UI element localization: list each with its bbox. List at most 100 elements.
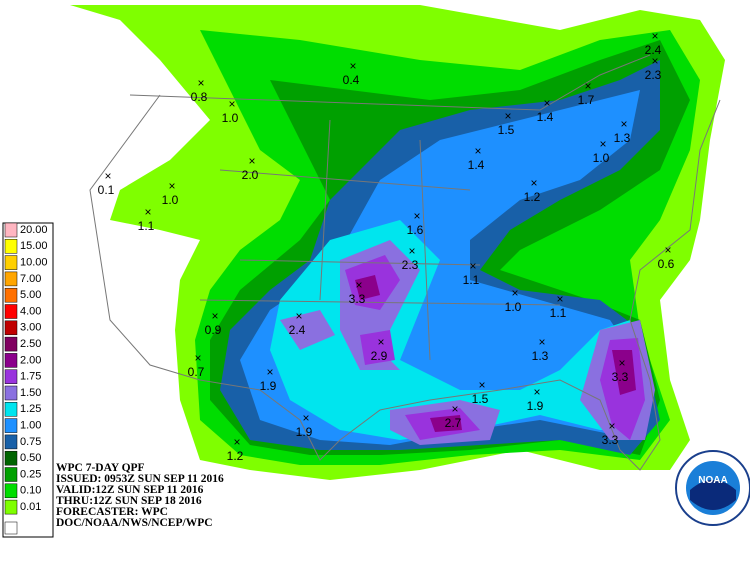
legend-swatch [4,369,18,384]
max-marker: × [451,402,458,416]
max-label: 0.9 [205,323,222,337]
logo-text: NOAA [698,475,727,486]
max-label: 1.0 [593,151,610,165]
max-label: 1.1 [463,273,480,287]
legend-swatch [4,385,18,401]
legend-swatch [4,483,18,499]
max-marker: × [478,378,485,392]
max-label: 1.4 [537,110,554,124]
legend-swatch [4,499,18,515]
legend-label: 2.50 [20,338,41,350]
max-marker: × [194,351,201,365]
max-label: 1.2 [227,449,244,463]
max-label: 1.1 [550,306,567,320]
max-marker: × [413,209,420,223]
max-label: 0.8 [191,90,208,104]
max-marker: × [664,243,671,257]
max-label: 0.7 [188,365,205,379]
legend-label: 5.00 [20,289,41,301]
max-label: 3.3 [612,370,629,384]
max-marker: × [504,109,511,123]
legend: 20.00 15.00 10.00 7.00 5.00 4.00 3.00 2.50 2.00 1… [2,222,54,538]
borders [89,54,721,471]
info-line: VALID:12Z SUN SEP 11 2016 [56,484,204,496]
max-marker: × [302,411,309,425]
maxima: ×0.4×2.4×2.3×0.8 ×1.0×1.7×1.4×1.5 ×1.3×1.0… [98,29,675,463]
max-label: 1.5 [472,392,489,406]
legend-swatch [4,255,18,270]
max-marker: × [349,59,356,73]
legend-label: 0.25 [20,468,41,480]
max-label: 1.3 [532,349,549,363]
legend-label: 4.00 [20,305,41,317]
max-marker: × [104,169,111,183]
max-label: 2.0 [242,168,259,182]
info-line: DOC/NOAA/NWS/NCEP/WPC [56,517,213,529]
legend-swatch [4,418,18,433]
legend-label: 1.75 [20,371,41,383]
max-label: 2.4 [645,43,662,57]
legend-swatch [4,304,18,319]
legend-swatch [4,467,18,482]
legend-swatch [4,320,18,336]
max-label: 1.0 [162,193,179,207]
max-marker: × [248,154,255,168]
max-marker: × [144,205,151,219]
max-label: 1.0 [222,111,239,125]
info-line: ISSUED: 0953Z SUN SEP 11 2016 [56,473,224,485]
legend-label: 0.01 [20,501,41,513]
max-marker: × [266,365,273,379]
max-label: 2.3 [645,68,662,82]
max-marker: × [233,435,240,449]
legend-swatch [4,222,18,238]
max-marker: × [474,144,481,158]
max-marker: × [620,117,627,131]
max-marker: × [530,176,537,190]
max-label: 0.4 [343,73,360,87]
max-label: 1.9 [296,425,313,439]
max-label: 1.2 [524,190,541,204]
legend-label: 1.00 [20,420,41,432]
noaa-logo: NOAA [675,450,750,526]
legend-label: 20.00 [20,224,48,236]
max-marker: × [295,309,302,323]
max-marker: × [197,76,204,90]
max-label: 3.3 [349,292,366,306]
legend-label: 0.75 [20,436,41,448]
legend-swatch [4,287,18,303]
max-marker: × [211,309,218,323]
max-marker: × [608,419,615,433]
legend-swatch [4,271,18,287]
legend-swatch [4,336,18,352]
info-line: WPC 7-DAY QPF [56,462,145,474]
max-label: 3.3 [602,433,619,447]
legend-swatch [4,353,18,368]
legend-swatch [4,239,18,254]
legend-swatch [4,402,18,417]
max-marker: × [651,54,658,68]
max-marker: × [651,29,658,43]
legend-swatch [4,450,18,466]
max-label: 1.6 [407,223,424,237]
max-marker: × [168,179,175,193]
max-marker: × [543,96,550,110]
precip-shading [70,5,725,480]
legend-swatch-blank [4,521,18,535]
legend-label: 0.10 [20,485,41,497]
info-line: FORECASTER: WPC [56,506,168,518]
legend-label: 15.00 [20,240,48,252]
max-marker: × [511,286,518,300]
max-marker: × [469,259,476,273]
max-marker: × [556,292,563,306]
max-label: 1.4 [468,158,485,172]
max-label: 1.9 [260,379,277,393]
max-marker: × [377,335,384,349]
info-line: THRU:12Z SUN SEP 18 2016 [56,495,202,507]
max-marker: × [618,356,625,370]
legend-label: 0.50 [20,452,41,464]
max-marker: × [408,244,415,258]
max-marker: × [355,278,362,292]
